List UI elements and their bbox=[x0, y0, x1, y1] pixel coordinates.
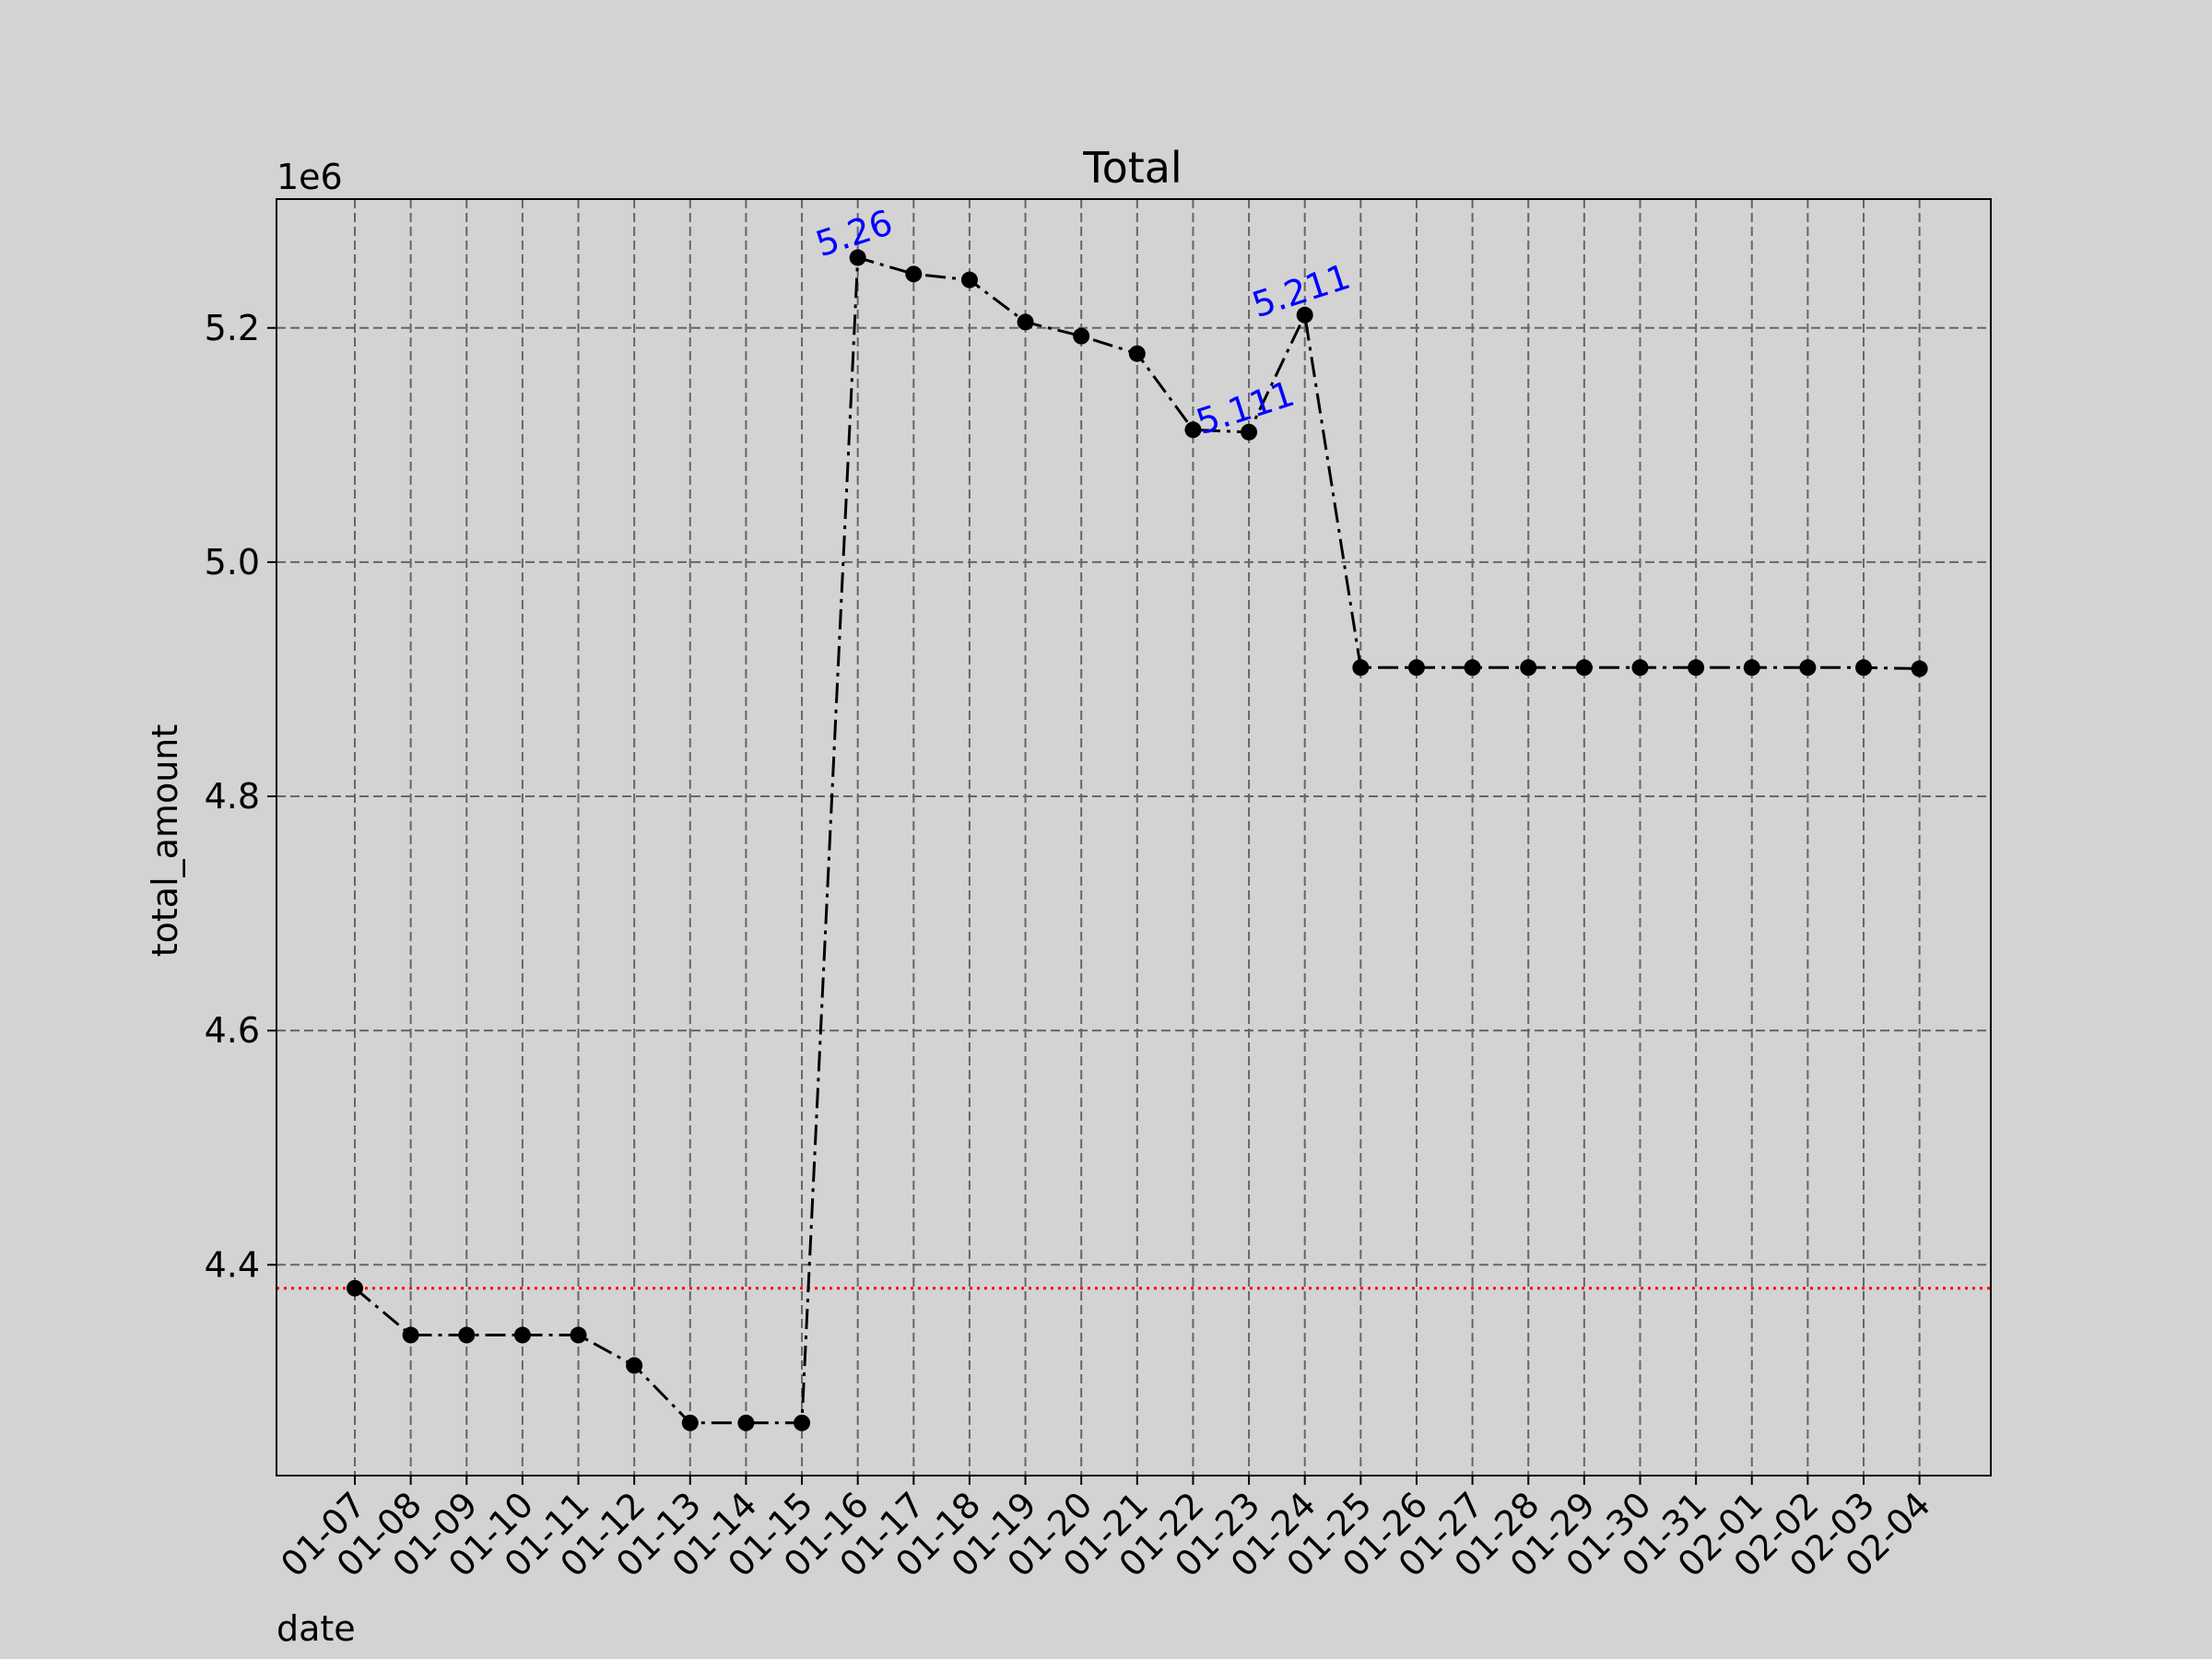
data-point bbox=[960, 271, 978, 288]
data-point bbox=[347, 1279, 363, 1297]
data-point bbox=[1352, 659, 1370, 677]
y-tick-label: 4.6 bbox=[205, 1010, 260, 1051]
data-point bbox=[1407, 659, 1425, 677]
y-tick-label: 5.2 bbox=[205, 308, 260, 348]
data-point bbox=[1296, 306, 1313, 324]
grid-lines bbox=[276, 199, 1991, 1476]
data-point bbox=[458, 1326, 476, 1344]
data-point bbox=[1017, 313, 1034, 331]
data-point bbox=[513, 1326, 531, 1344]
data-point bbox=[681, 1414, 699, 1431]
data-point bbox=[849, 249, 866, 266]
y-tick-label: 4.4 bbox=[205, 1244, 260, 1285]
y-axis-title: total_amount bbox=[145, 724, 185, 958]
data-point bbox=[1128, 345, 1146, 362]
y-tick-label: 5.0 bbox=[205, 542, 260, 582]
y-ticks: 4.4 4.6 4.8 5.0 5.2 bbox=[205, 308, 276, 1285]
data-point bbox=[1241, 423, 1258, 441]
data-point bbox=[1184, 421, 1202, 439]
chart-title: Total bbox=[1082, 143, 1182, 193]
y-tick-label: 4.8 bbox=[205, 776, 260, 817]
data-point bbox=[1688, 659, 1705, 677]
data-point bbox=[402, 1326, 419, 1344]
data-point bbox=[1575, 659, 1593, 677]
data-point bbox=[1520, 659, 1537, 677]
data-point bbox=[1631, 659, 1649, 677]
data-point bbox=[1911, 660, 1928, 677]
x-ticks: 01-0701-0801-0901-1001-1101-1201-1301-14… bbox=[273, 1476, 1938, 1584]
data-point bbox=[626, 1357, 643, 1374]
data-point bbox=[1464, 659, 1481, 677]
data-point bbox=[1073, 327, 1090, 345]
y-offset-label: 1e6 bbox=[276, 157, 343, 197]
data-point bbox=[1743, 659, 1760, 677]
data-point bbox=[570, 1326, 587, 1344]
data-point bbox=[905, 265, 923, 283]
data-markers bbox=[347, 249, 1928, 1431]
data-point bbox=[1855, 659, 1873, 677]
data-point bbox=[1799, 659, 1817, 677]
data-point bbox=[737, 1414, 755, 1431]
plot-frame bbox=[276, 198, 1992, 1477]
data-point bbox=[794, 1414, 811, 1431]
x-axis-title: date bbox=[276, 1608, 356, 1649]
